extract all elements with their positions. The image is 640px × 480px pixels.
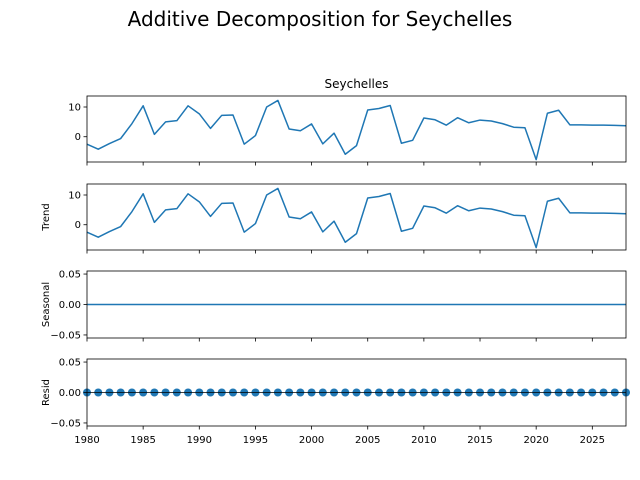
observed-ytick-label: 0: [75, 132, 81, 143]
trend-axes-frame: [86, 183, 627, 251]
observed-axes-frame: [86, 95, 627, 163]
xtick-label: 1990: [187, 435, 212, 446]
resid-ylabel: Resid: [41, 379, 52, 406]
resid-ytick-label: 0.05: [59, 358, 81, 369]
xtick-label: 2005: [355, 435, 380, 446]
resid-ytick-label: −0.05: [50, 418, 81, 429]
xtick-label: 1985: [130, 435, 155, 446]
observed-ytick-label: 10: [68, 103, 81, 114]
seasonal-ytick-label: 0.00: [59, 300, 81, 311]
xtick-label: 1995: [243, 435, 268, 446]
trend-series-line: [86, 187, 627, 249]
panel-trend: 0 10 Trend: [41, 183, 627, 254]
observed-series-line: [86, 99, 627, 161]
xtick-label: 2000: [299, 435, 324, 446]
trend-ytick-label: 10: [68, 191, 81, 202]
xtick-label: 1980: [74, 435, 99, 446]
seasonal-ylabel: Seasonal: [41, 282, 52, 327]
panel-title: Seychelles: [325, 77, 389, 91]
xtick-label: 2015: [467, 435, 492, 446]
seasonal-ytick-label: −0.05: [50, 330, 81, 341]
panels-group: 0 10 Seychelles 0 10 Trend −0.05 0.00 0.05 Season…: [41, 77, 630, 446]
xtick-label: 2025: [580, 435, 605, 446]
panel-resid: −0.05 0.00 0.05 1980 1985 1990 1995 2000 2005 201…: [41, 358, 630, 446]
xtick-label: 2010: [411, 435, 436, 446]
trend-ytick-label: 0: [75, 220, 81, 231]
xtick-label: 2020: [523, 435, 548, 446]
figure-title: Additive Decomposition for Seychelles: [128, 7, 513, 31]
panel-observed: 0 10 Seychelles: [68, 77, 627, 166]
trend-ylabel: Trend: [41, 203, 52, 231]
resid-ytick-label: 0.00: [59, 388, 81, 399]
seasonal-ytick-label: 0.05: [59, 270, 81, 281]
panel-seasonal: −0.05 0.00 0.05 Seasonal: [41, 270, 627, 342]
